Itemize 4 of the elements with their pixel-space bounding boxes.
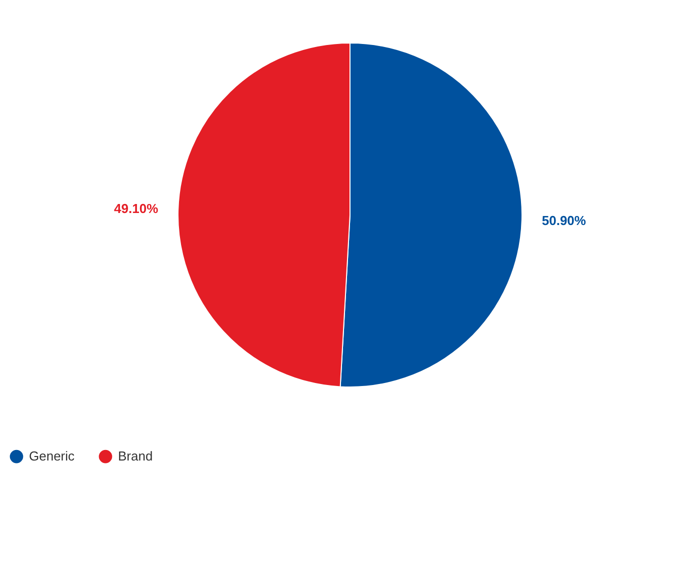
legend-label: Generic — [29, 448, 76, 464]
data-label: 49.10% — [114, 200, 159, 216]
legend-label: Brand — [118, 448, 153, 464]
data-label: 50.90% — [542, 213, 586, 228]
